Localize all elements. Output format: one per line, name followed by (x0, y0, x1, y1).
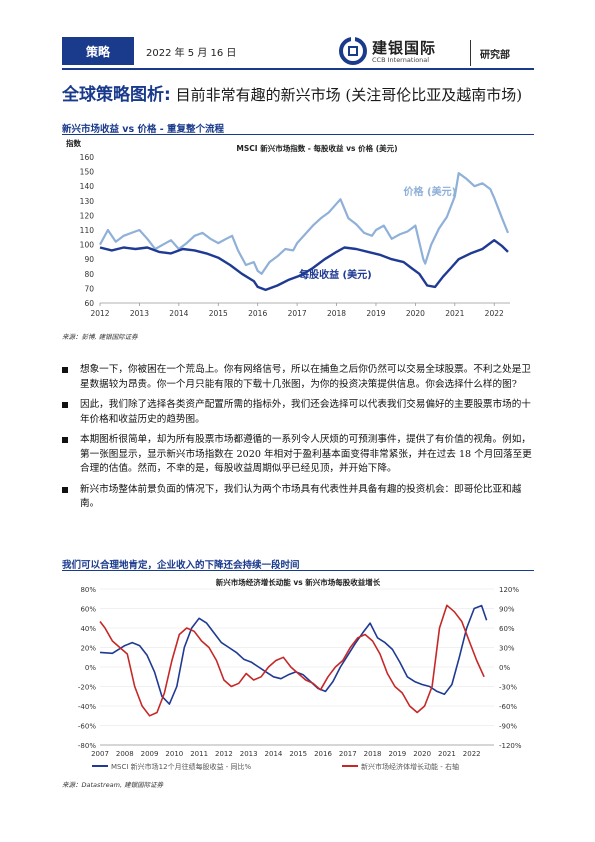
chart2-ytick-right-label: 120% (499, 586, 519, 594)
chart2-xtick-label: 2010 (165, 750, 183, 758)
bullet-marker (62, 486, 68, 493)
section-tag: 策略 (62, 37, 134, 65)
chart1-xtick-label: 2015 (209, 309, 228, 318)
chart1-ytick-label: 100 (80, 241, 95, 250)
department: 研究部 (480, 50, 510, 61)
chart2-legend-eps-label: MSCI 新兴市场12个月往绩每股收益 - 同比% (111, 762, 252, 771)
chart1-xtick-label: 2012 (90, 309, 109, 318)
chart2-xtick-label: 2016 (314, 750, 332, 758)
chart2-xtick-label: 2013 (240, 750, 258, 758)
bullet-item: 本期图析很简单，却为所有股票市场都遵循的一系列令人厌烦的可预测事件，提供了有价值… (62, 433, 534, 477)
chart2-xtick-label: 2017 (339, 750, 357, 758)
chart1-xtick-label: 2019 (366, 309, 385, 318)
chart1-ytick-label: 110 (80, 226, 95, 235)
figure1-source: 来源：彭博, 建银国际证券 (62, 333, 138, 341)
chart2-xtick-label: 2019 (388, 750, 406, 758)
chart2-xtick-label: 2022 (463, 750, 481, 758)
chart2-ytick-right-label: 30% (499, 645, 515, 653)
chart1-xtick-label: 2013 (130, 309, 149, 318)
chart1-ytick-label: 70 (84, 284, 94, 293)
logo-english: CCB International (372, 56, 430, 64)
ccb-logo-icon (339, 36, 367, 65)
chart2-xtick-label: 2020 (413, 750, 431, 758)
page-title-bold: 全球策略图析: (62, 85, 171, 105)
chart1-xtick-label: 2016 (248, 309, 267, 318)
chart-growth-momentum-vs-eps: 新兴市场经济增长动能 vs 新兴市场每股收益增长 -80% -60% -40% -20%… (78, 577, 522, 771)
chart2-ytick-left-label: -80% (78, 742, 96, 750)
chart1-xtick-label: 2020 (406, 309, 425, 318)
figure1-caption: 新兴市场收益 vs 价格 - 重复整个流程 (62, 124, 225, 135)
chart1-ytick-label: 160 (80, 153, 95, 162)
chart2-ytick-right-label: -60% (499, 703, 517, 711)
chart1-ytick-label: 90 (84, 255, 94, 264)
chart2-xtick-label: 2014 (265, 750, 283, 758)
chart1-ytick-label: 80 (84, 270, 94, 279)
chart1-xtick-label: 2017 (288, 309, 307, 318)
chart2-legend-momentum-label: 新兴市场经济体增长动能 - 右轴 (361, 762, 459, 771)
chart1-ytick-label: 150 (80, 168, 95, 177)
report-date: 2022 年 5 月 16 日 (146, 48, 237, 59)
figure1-caption-rule (62, 134, 534, 135)
figure2-source: 来源：Datastream, 建银国际证券 (62, 781, 164, 789)
chart2-ytick-left-label: 40% (80, 625, 96, 633)
figure2-caption: 我们可以合理地肯定，企业收入的下降还会持续一段时间 (62, 560, 300, 571)
chart1-ytick-label: 120 (80, 211, 95, 220)
chart2-ytick-left-label: 80% (80, 586, 96, 594)
chart1-title: MSCI 新兴市场指数 - 每股收益 vs 价格 (美元) (236, 143, 397, 153)
chart2-xtick-label: 2021 (438, 750, 456, 758)
chart2-ytick-right-label: 90% (499, 606, 515, 614)
logo-name: 建银国际 (372, 39, 437, 57)
bullet-marker (62, 402, 68, 408)
chart2-ytick-right-label: 60% (499, 625, 515, 633)
chart2-ytick-right-label: 0% (499, 664, 510, 672)
chart2-xtick-label: 2012 (215, 750, 233, 758)
chart2-xtick-label: 2011 (190, 750, 208, 758)
chart2-xtick-label: 2008 (116, 750, 134, 758)
chart2-xtick-label: 2009 (141, 750, 159, 758)
chart2-ytick-right-label: -90% (499, 723, 517, 731)
chart1-ytick-label: 140 (80, 182, 95, 191)
bullet-item: 新兴市场整体前景负面的情况下，我们认为两个市场具有代表性并具备有趣的投资机会：即… (62, 483, 534, 512)
chart1-series-label-eps: 每股收益 (美元) (299, 268, 372, 281)
chart2-title: 新兴市场经济增长动能 vs 新兴市场每股收益增长 (216, 577, 381, 587)
figure2-caption-rule (62, 570, 534, 571)
chart1-ylabel: 指数 (66, 138, 81, 148)
chart2-ytick-left-label: -40% (78, 703, 96, 711)
chart2-xtick-label: 2018 (364, 750, 382, 758)
header-rule (62, 68, 534, 70)
chart1-series-label-price: 价格 (美元) (404, 185, 457, 198)
bullet-item: 想象一下，你被困在一个荒岛上。你有网络信号，所以在捕鱼之后你仍然可以交易全球股票… (62, 363, 534, 392)
bullet-list: 想象一下，你被困在一个荒岛上。你有网络信号，所以在捕鱼之后你仍然可以交易全球股票… (62, 363, 534, 518)
chart1-xtick-label: 2021 (445, 309, 464, 318)
chart1-price-line (99, 172, 510, 275)
chart1-xtick-label: 2014 (169, 309, 188, 318)
chart2-ytick-left-label: 20% (80, 645, 96, 653)
chart2-ytick-right-label: -120% (499, 742, 522, 750)
chart1-eps-line (99, 239, 509, 292)
chart1-ytick-label: 130 (80, 197, 95, 206)
chart-eps-vs-price: MSCI 新兴市场指数 - 每股收益 vs 价格 (美元) 指数 60 70 80 90 1… (66, 138, 510, 318)
chart2-xtick-label: 2015 (289, 750, 307, 758)
section-tag-label: 策略 (85, 44, 110, 59)
chart2-ytick-left-label: 60% (80, 606, 96, 614)
page-title: 全球策略图析: 目前非常有趣的新兴市场 (关注哥伦比亚及越南市场) (62, 80, 522, 105)
chart2-xtick-label: 2007 (91, 750, 109, 758)
chart2-ytick-right-label: -30% (499, 684, 517, 692)
chart2-ytick-left-label: -20% (78, 684, 96, 692)
bullet-item: 因此，我们除了选择各类资产配置所需的指标外，我们还会选择可以代表我们交易偏好的主… (62, 398, 534, 427)
page-title-rest: 目前非常有趣的新兴市场 (关注哥伦比亚及越南市场) (170, 86, 523, 104)
chart1-xtick-label: 2018 (327, 309, 346, 318)
chart2-eps-growth-line (99, 604, 488, 705)
bullet-marker (62, 437, 68, 443)
chart2-ytick-left-label: -60% (78, 723, 96, 731)
chart1-ytick-label: 60 (84, 299, 94, 308)
chart1-xtick-label: 2022 (485, 309, 504, 318)
header-divider (470, 40, 471, 66)
bullet-marker (62, 367, 68, 373)
chart2-momentum-line (99, 604, 485, 717)
chart2-ytick-left-label: 0% (85, 664, 96, 672)
